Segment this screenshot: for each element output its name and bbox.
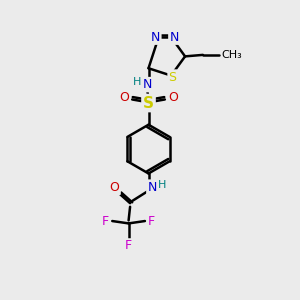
Text: O: O bbox=[119, 92, 129, 104]
Text: F: F bbox=[148, 214, 155, 227]
Text: H: H bbox=[158, 180, 166, 190]
Text: F: F bbox=[125, 239, 132, 253]
Text: N: N bbox=[142, 78, 152, 91]
Text: H: H bbox=[133, 77, 142, 87]
Text: N: N bbox=[169, 31, 179, 44]
Text: O: O bbox=[110, 181, 120, 194]
Text: N: N bbox=[151, 31, 160, 44]
Text: S: S bbox=[143, 95, 154, 110]
Text: S: S bbox=[169, 70, 177, 84]
Text: O: O bbox=[168, 92, 178, 104]
Text: F: F bbox=[102, 214, 109, 227]
Text: CH₃: CH₃ bbox=[222, 50, 242, 60]
Text: N: N bbox=[147, 181, 157, 194]
